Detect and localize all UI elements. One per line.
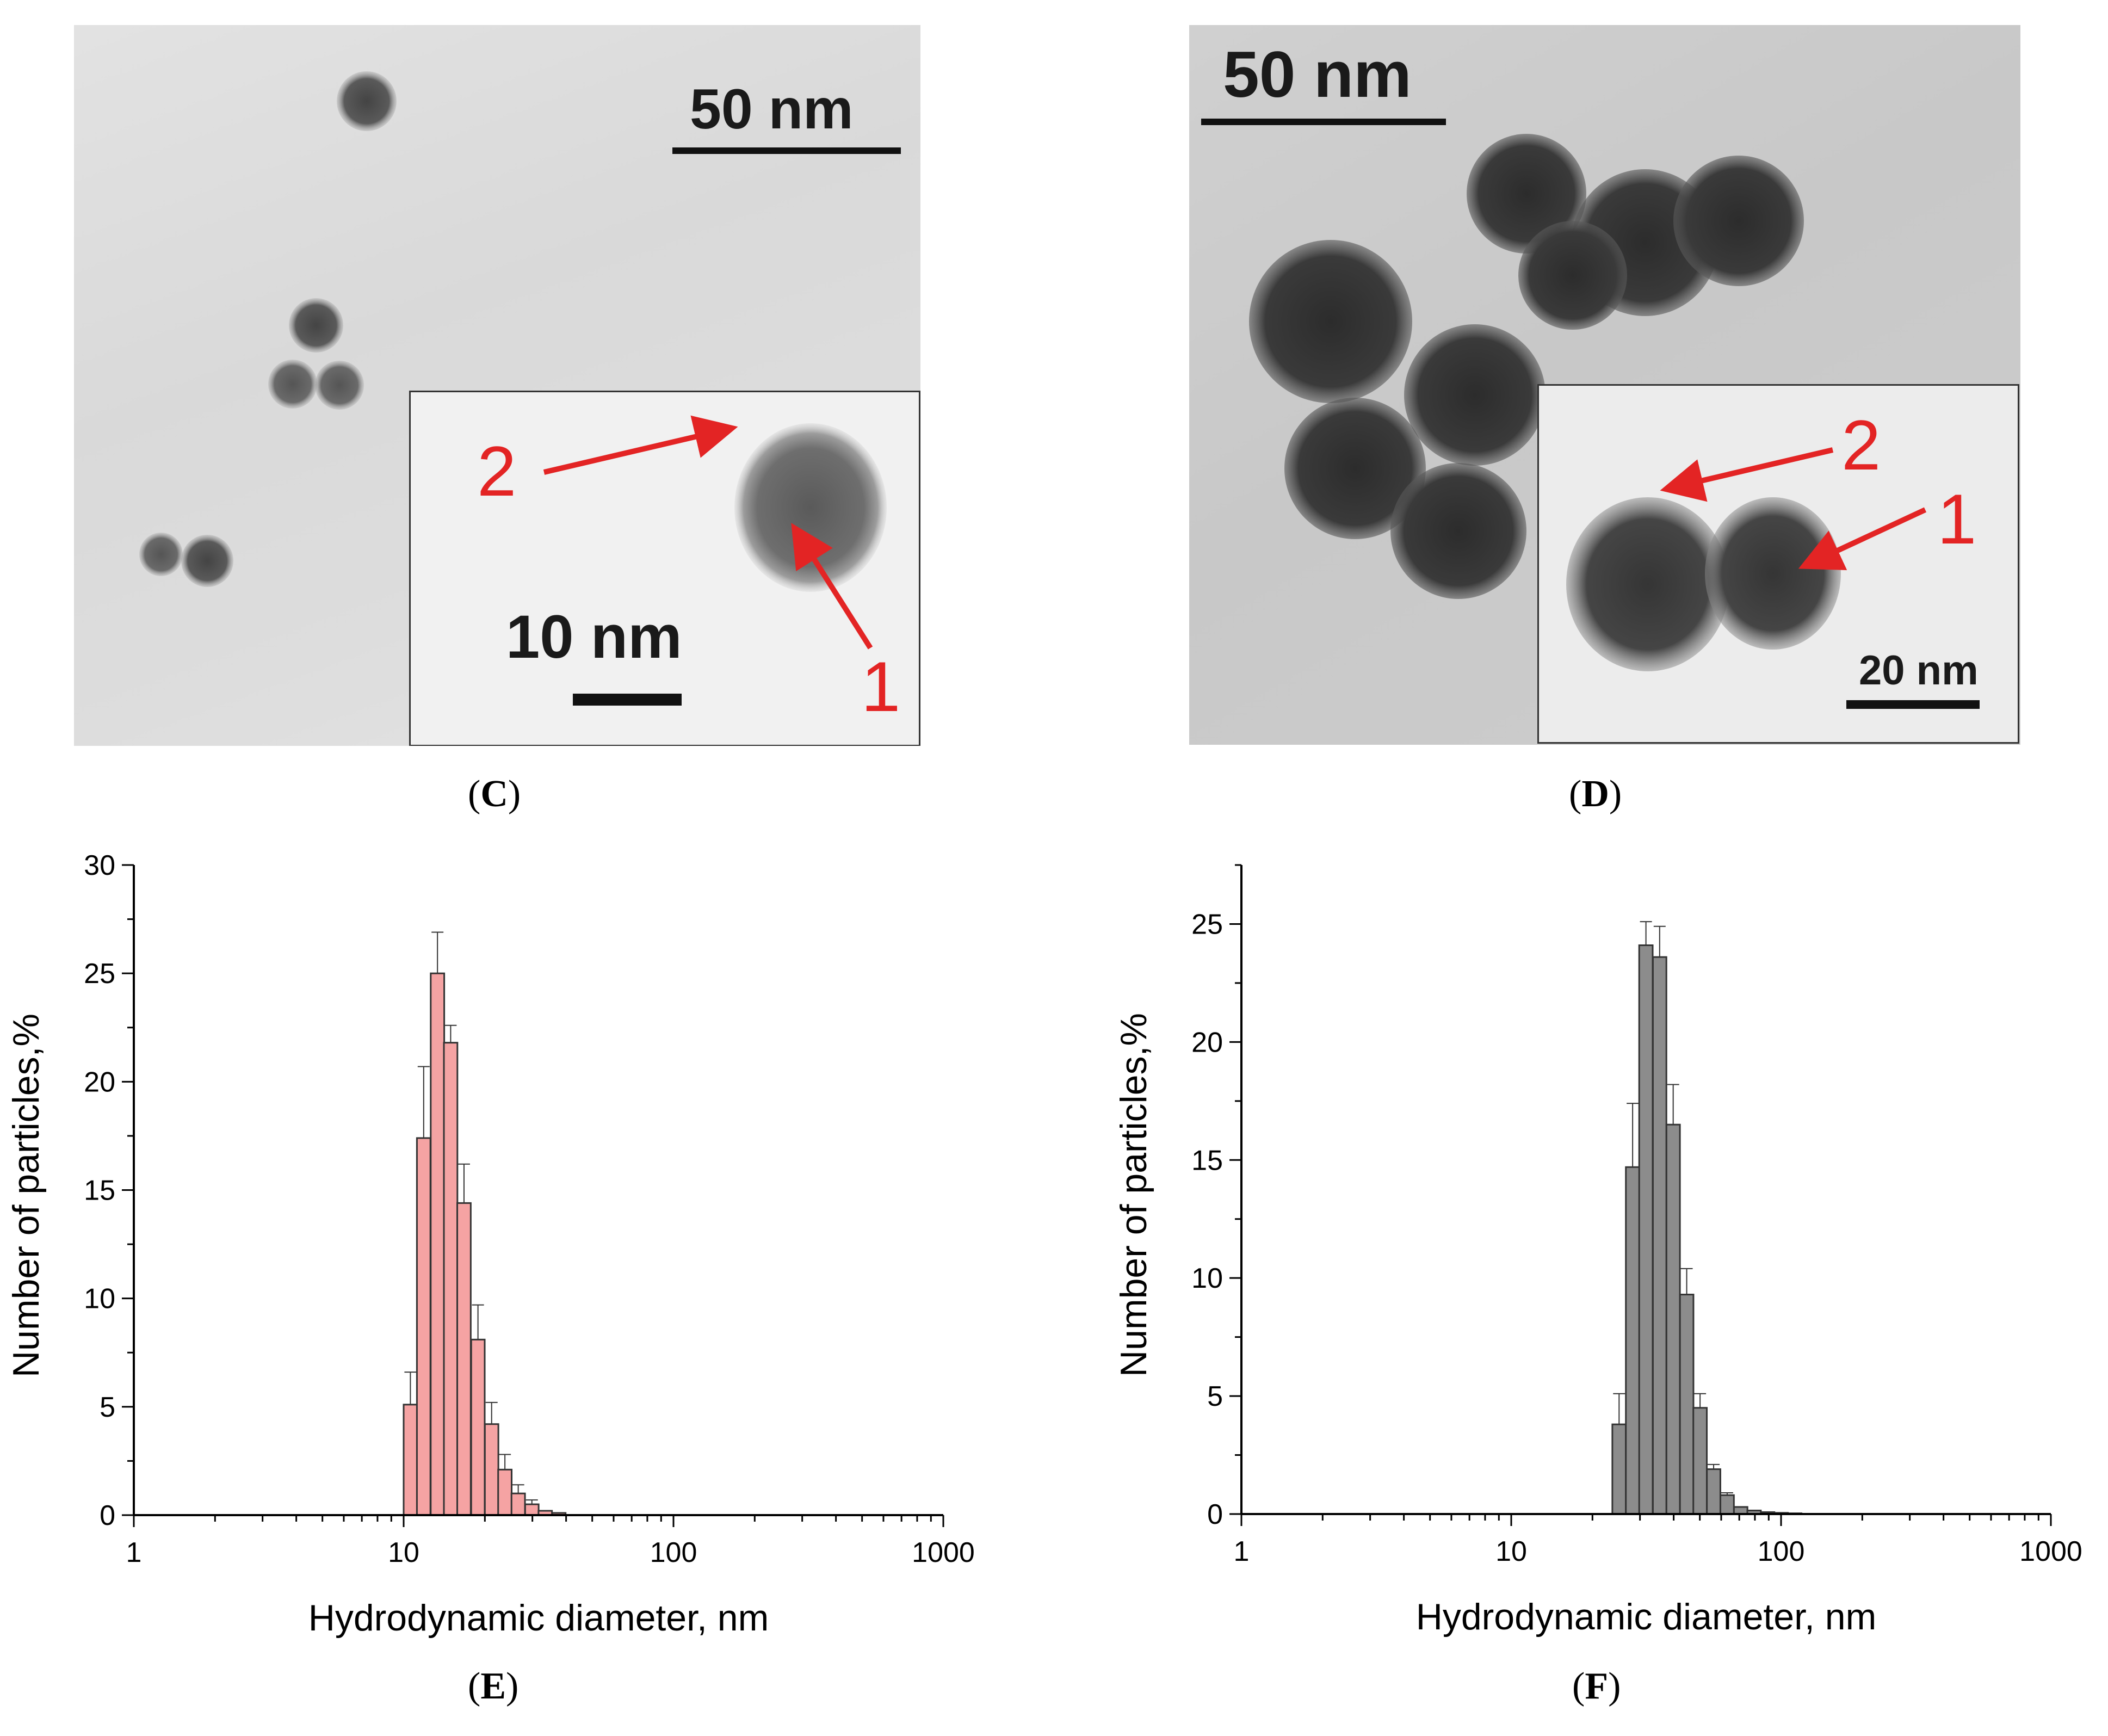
marker-2: 2 [1841,405,1881,485]
x-tick-label: 1 [126,1537,142,1568]
histogram-bar [1665,1123,1681,1515]
nanoparticle [268,360,317,409]
y-tick-label: 15 [84,1175,115,1207]
core-shell-particle [1705,497,1841,650]
nanoparticle-cluster [1284,398,1426,539]
x-tick-label: 100 [1758,1536,1805,1567]
y-tick-label: 30 [84,850,115,881]
arrow-2 [543,415,738,475]
core-shell-particle [734,423,887,592]
x-axis-title: Hydrodynamic diameter, nm [1416,1596,1877,1638]
histogram-bar [1638,944,1654,1515]
y-tick-label: 25 [1191,909,1223,940]
arrow-1 [1798,507,1927,570]
inset-particle-c [543,415,887,650]
x-tick-label: 1000 [2019,1536,2082,1567]
nanoparticle [289,298,343,353]
tem-aggregate-d [1249,134,1804,599]
nanoparticle [181,535,233,587]
nanoparticle [337,71,397,131]
histogram-bar [1625,1166,1641,1515]
arrow-2 [1660,447,1834,502]
marker-2: 2 [477,431,517,511]
histogram-bar [510,1492,526,1516]
y-tick-label: 0 [1207,1499,1223,1530]
y-axis-title: Number of particles,% [1113,1013,1154,1377]
nanoparticle [315,361,364,410]
histogram-bar [470,1338,486,1516]
histogram-bar [430,972,446,1516]
inset-particles-d [1566,447,1927,671]
histogram-bar [484,1423,499,1516]
histogram-bar [497,1468,513,1516]
scale-label-main: 50 nm [690,78,854,141]
panel-label-d: (D) [1569,773,1622,815]
y-tick-label: 5 [1207,1381,1223,1412]
histogram-e: 1 10 100 1000 0 5 10 15 20 25 30 Hydrodynamic diame… [5,850,975,1639]
histogram-bar [416,1137,431,1516]
y-tick-label: 15 [1191,1145,1223,1176]
histogram-bar [403,1404,418,1516]
x-tick-label: 10 [388,1537,419,1568]
x-tick-label: 1 [1234,1536,1250,1567]
y-tick-label: 10 [1191,1263,1223,1294]
histogram-bar [524,1503,540,1516]
histogram-bar [1720,1494,1735,1515]
scale-bar-main [672,147,901,154]
scale-bar-inset [573,694,682,706]
nanoparticle [139,533,183,576]
tem-image-c: 50 nm 2 1 10 nm [74,25,920,746]
histogram-bar [443,1042,459,1516]
nanoparticle-cluster [1673,156,1804,286]
scale-bar-main [1201,119,1446,125]
y-tick-label: 5 [100,1392,115,1423]
panel-label-e: (E) [468,1665,519,1707]
scale-bar-inset [1846,700,1980,709]
y-tick-label: 10 [84,1283,115,1315]
histogram-bar [1611,1423,1627,1515]
nanoparticle-cluster [1390,463,1526,599]
core-shell-particle [1566,497,1729,671]
histogram-bar [1679,1294,1695,1515]
scale-label-inset: 20 nm [1859,647,1979,694]
tem-image-d: 50 nm 2 1 20 nm [1189,25,2020,745]
marker-1: 1 [861,647,901,726]
inset-c: 2 1 10 nm [409,391,920,746]
x-axis-title: Hydrodynamic diameter, nm [308,1597,769,1639]
x-tick-label: 1000 [912,1537,975,1568]
y-tick-label: 20 [84,1066,115,1098]
marker-1: 1 [1937,479,1977,559]
scale-label-inset: 10 nm [506,603,682,671]
histogram-f: 1 10 100 1000 0 5 10 15 20 25 Hydrodynamic diamete… [1113,864,2082,1638]
inset-d: 2 1 20 nm [1537,384,2019,744]
y-tick-label: 0 [100,1500,115,1531]
histogram-bar [1652,956,1667,1515]
panel-label-f: (F) [1572,1665,1621,1707]
arrow-1 [791,523,873,650]
histogram-bar [456,1202,472,1516]
nanoparticle-cluster [1518,221,1627,330]
panel-label-c: (C) [468,773,521,815]
y-tick-label: 25 [84,958,115,990]
tem-particles-c [139,71,397,587]
histogram-bar [1692,1407,1708,1515]
y-axis-title: Number of particles,% [5,1014,47,1377]
nanoparticle-cluster [1404,324,1546,466]
nanoparticle-cluster [1249,240,1412,403]
x-tick-label: 10 [1495,1536,1527,1567]
x-tick-label: 100 [650,1537,697,1568]
histogram-bar [1706,1468,1721,1515]
scale-label-main: 50 nm [1223,38,1412,111]
y-tick-label: 20 [1191,1027,1223,1058]
